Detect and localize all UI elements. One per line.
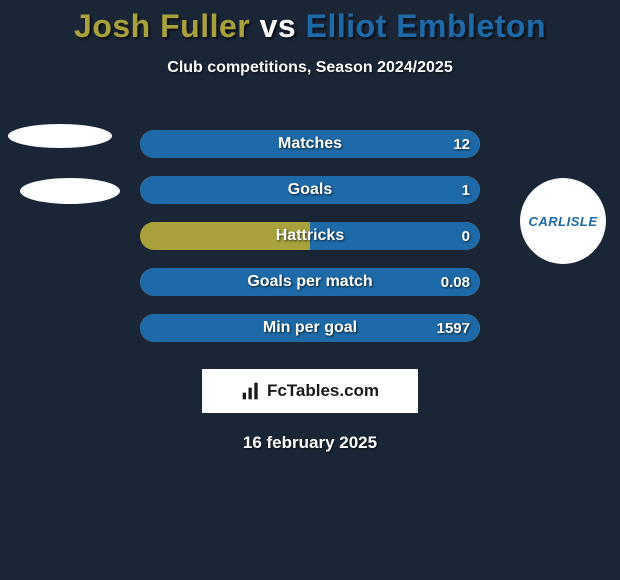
stat-label: Goals — [140, 176, 480, 204]
stat-bar: Min per goal — [140, 314, 480, 342]
club-logo-right-text: CARLISLE — [529, 214, 598, 229]
stat-bar: Matches — [140, 130, 480, 158]
stat-value-right: 1597 — [437, 320, 470, 337]
stat-label: Goals per match — [140, 268, 480, 296]
brand-text: FcTables.com — [267, 381, 379, 401]
stat-value-right: 0.08 — [441, 274, 470, 291]
stat-label: Min per goal — [140, 314, 480, 342]
date-text: 16 february 2025 — [0, 433, 620, 453]
stat-value-right: 1 — [462, 182, 470, 199]
club-logo-left — [20, 178, 120, 204]
stat-row: Min per goal1597 — [0, 305, 620, 351]
subtitle: Club competitions, Season 2024/2025 — [0, 59, 620, 77]
stat-bar: Hattricks — [140, 222, 480, 250]
stat-value-right: 12 — [453, 136, 470, 153]
vs-text: vs — [260, 8, 297, 44]
stat-label: Matches — [140, 130, 480, 158]
stat-bar: Goals — [140, 176, 480, 204]
stat-label: Hattricks — [140, 222, 480, 250]
player1-name: Josh Fuller — [74, 8, 250, 44]
stat-row: Goals per match0.08 — [0, 259, 620, 305]
club-logo-left — [8, 124, 112, 148]
club-logo-right: CARLISLE — [520, 178, 606, 264]
bar-chart-icon — [241, 381, 261, 401]
stat-value-right: 0 — [462, 228, 470, 245]
stat-bar: Goals per match — [140, 268, 480, 296]
page-title: Josh Fuller vs Elliot Embleton — [0, 8, 620, 45]
player2-name: Elliot Embleton — [306, 8, 546, 44]
brand-box[interactable]: FcTables.com — [202, 369, 418, 413]
